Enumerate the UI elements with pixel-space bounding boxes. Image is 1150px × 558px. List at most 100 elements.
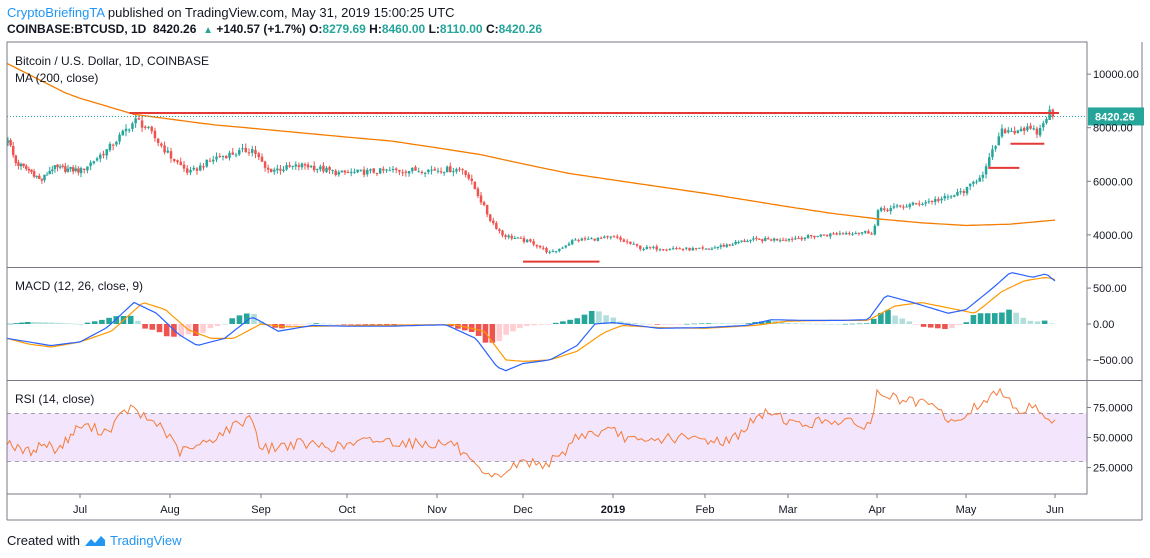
price-candle (316, 168, 319, 174)
price-candle (1000, 124, 1004, 139)
price-candle (14, 154, 18, 167)
price-candle (746, 239, 749, 243)
candle-body (678, 248, 681, 250)
candle-body (567, 243, 571, 246)
candle-body (337, 172, 341, 175)
candle-body (417, 171, 420, 173)
macd-histogram-bar (510, 324, 516, 332)
price-candle (25, 163, 28, 171)
price-candle (535, 244, 539, 249)
candle-body (710, 248, 714, 250)
macd-histogram-bar (412, 324, 419, 325)
candle-body (886, 209, 889, 211)
price-candle (1026, 123, 1029, 132)
price-candle (134, 115, 137, 128)
macd-histogram-bar (625, 322, 631, 324)
price-candle (303, 162, 307, 170)
candle-body (832, 233, 835, 235)
macd-histogram-bar (842, 323, 849, 325)
price-candle (988, 152, 991, 169)
price-candle (179, 157, 182, 166)
price-candle (74, 165, 78, 173)
candle-body (694, 248, 698, 250)
candle-body (937, 198, 940, 201)
candle-body (743, 240, 746, 242)
candle-body (58, 166, 62, 168)
macd-histogram-bar (299, 324, 306, 325)
candle-body (662, 249, 665, 251)
macd-histogram-bar (545, 324, 552, 325)
price-axis-tick-label: 8000.00 (1093, 123, 1133, 135)
price-candle (11, 141, 15, 158)
candle-body (263, 161, 267, 168)
candle-body (825, 235, 829, 237)
price-candle (414, 165, 417, 171)
price-candle (458, 167, 461, 172)
candle-body (761, 239, 764, 242)
price-candle (513, 235, 517, 240)
macd-histogram-bar (48, 322, 54, 324)
candle-body (968, 183, 972, 187)
macd-histogram-bar (496, 324, 503, 342)
macd-histogram-bar (963, 322, 970, 324)
price-candle (940, 196, 943, 204)
macd-histogram-bar (835, 324, 841, 325)
candle-body (353, 171, 356, 173)
price-candle (366, 167, 369, 177)
price-candle (192, 165, 195, 172)
price-candle (525, 238, 529, 243)
macd-histogram-bar (647, 324, 653, 325)
candle-body (965, 186, 969, 194)
candle-body (698, 247, 701, 249)
price-candle (266, 164, 270, 174)
price-candle (186, 165, 189, 176)
time-tick-label: Dec (513, 504, 533, 516)
price-candle (382, 166, 385, 174)
candle-body (655, 246, 658, 250)
price-candle (743, 238, 746, 243)
macd-histogram-bar (828, 323, 834, 325)
rsi-axis-tick-label: 50.0000 (1093, 433, 1133, 445)
candle-body (1007, 130, 1010, 133)
macd-histogram-bar (391, 324, 397, 325)
price-candle (82, 168, 86, 174)
chart-area[interactable]: 8420.26 4000.00 6000.00 8000.00 10000.00 500.… (0, 40, 1150, 525)
tradingview-brand[interactable]: TradingView (109, 533, 182, 548)
author-link[interactable]: CryptoBriefingTA (7, 5, 105, 20)
candle-body (645, 246, 649, 250)
macd-histogram-bar (113, 316, 120, 324)
price-candle (864, 230, 867, 234)
candle-body (558, 248, 561, 251)
candle-body (476, 188, 480, 196)
candle-body (163, 145, 166, 153)
candle-body (769, 239, 773, 241)
price-candle (554, 250, 558, 254)
price-candle (231, 148, 234, 156)
price-candle (984, 163, 988, 179)
macd-histogram-bar (739, 323, 745, 325)
candle-body (322, 165, 325, 172)
candle-body (545, 247, 548, 253)
price-candle (994, 145, 997, 152)
candle-body (822, 234, 826, 236)
macd-axis-tick-label: 500.00 (1093, 283, 1127, 295)
candle-body (492, 220, 495, 224)
macd-axis-tick-label: 0.00 (1093, 319, 1114, 331)
price-candle (291, 165, 294, 170)
candle-body (635, 244, 639, 246)
candle-body (749, 239, 752, 241)
macd-histogram-bar (676, 324, 683, 325)
price-candle (163, 141, 166, 155)
price-candle (420, 170, 424, 175)
price-candle (816, 235, 819, 238)
candle-body (414, 167, 417, 171)
macd-histogram-bar (71, 323, 78, 325)
candle-body (346, 171, 350, 173)
price-candle (767, 236, 770, 240)
macd-histogram-bar (949, 324, 955, 328)
price-candle (918, 200, 921, 207)
price-candle (822, 234, 826, 236)
macd-histogram-bar (258, 321, 265, 324)
price-candle (713, 245, 717, 249)
price-candle (208, 157, 212, 162)
